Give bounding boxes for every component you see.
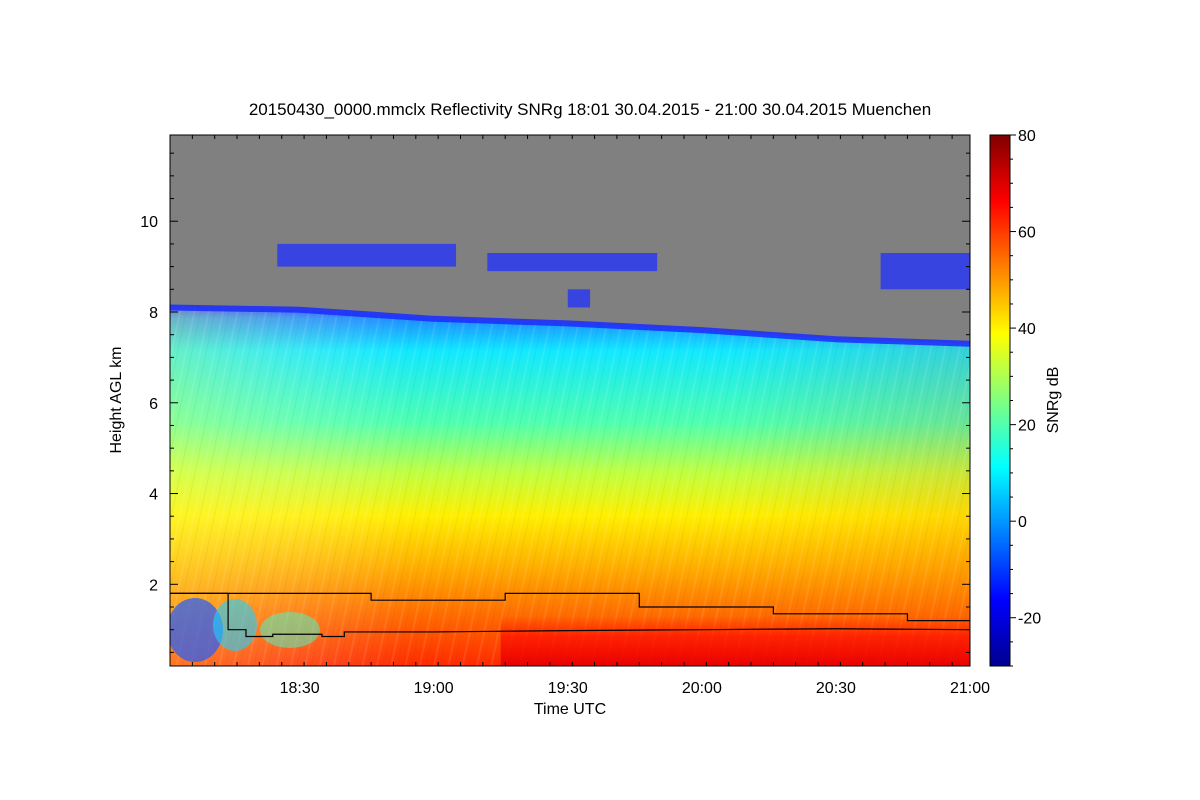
signal-top-edge (170, 304, 970, 347)
series-lines (170, 592, 970, 638)
y-axis-label: Height AGL km (108, 346, 125, 453)
y-axis: 2 4 6 8 10 (140, 152, 970, 653)
colorbar: -20 0 20 40 60 80 SNRg dB (989, 128, 1062, 667)
colorbar-ticks: -20 0 20 40 60 80 (1010, 128, 1041, 667)
x-tick-label: 21:00 (950, 680, 990, 697)
y-tick-label: 10 (140, 214, 158, 231)
upper-cloud-layer (880, 253, 970, 290)
x-tick-label: 19:30 (548, 680, 588, 697)
x-axis-label: Time UTC (534, 701, 606, 718)
y-tick-label: 6 (149, 396, 158, 413)
plot-frame (169, 134, 971, 667)
plot-area (170, 135, 970, 666)
x-tick-label: 18:30 (280, 680, 320, 697)
upper-cloud-layer (567, 289, 591, 308)
y-tick-label: 2 (149, 577, 158, 594)
x-tick-label: 20:30 (816, 680, 856, 697)
chart-title: 20150430_0000.mmclx Reflectivity SNRg 18… (249, 100, 931, 119)
colorbar-tick-label: 0 (1018, 514, 1027, 531)
upper-cloud-layer (487, 253, 658, 272)
colorbar-scale (989, 134, 1011, 667)
x-axis: 18:30 19:00 19:30 20:00 20:30 21:00 (169, 135, 990, 697)
colorbar-tick-label: 80 (1018, 128, 1036, 145)
series-line (170, 592, 970, 638)
x-tick-label: 20:00 (682, 680, 722, 697)
y-tick-label: 8 (149, 305, 158, 322)
low-level-weak-echo (213, 599, 257, 651)
x-tick-label: 19:00 (414, 680, 454, 697)
low-level-weak-echo (170, 598, 223, 662)
upper-cloud-layer (277, 243, 457, 267)
signal-streaks (170, 307, 970, 666)
series-line (170, 592, 970, 622)
boundary-layer-high-snr (500, 616, 970, 666)
colorbar-tick-label: -20 (1018, 611, 1041, 628)
low-level-weak-echo (260, 612, 320, 648)
colorbar-label: SNRg dB (1045, 367, 1062, 434)
colorbar-tick-label: 20 (1018, 418, 1036, 435)
colorbar-tick-label: 60 (1018, 225, 1036, 242)
y-tick-label: 4 (149, 487, 158, 504)
colorbar-tick-label: 40 (1018, 321, 1036, 338)
upper-cloud-layers (277, 243, 970, 308)
